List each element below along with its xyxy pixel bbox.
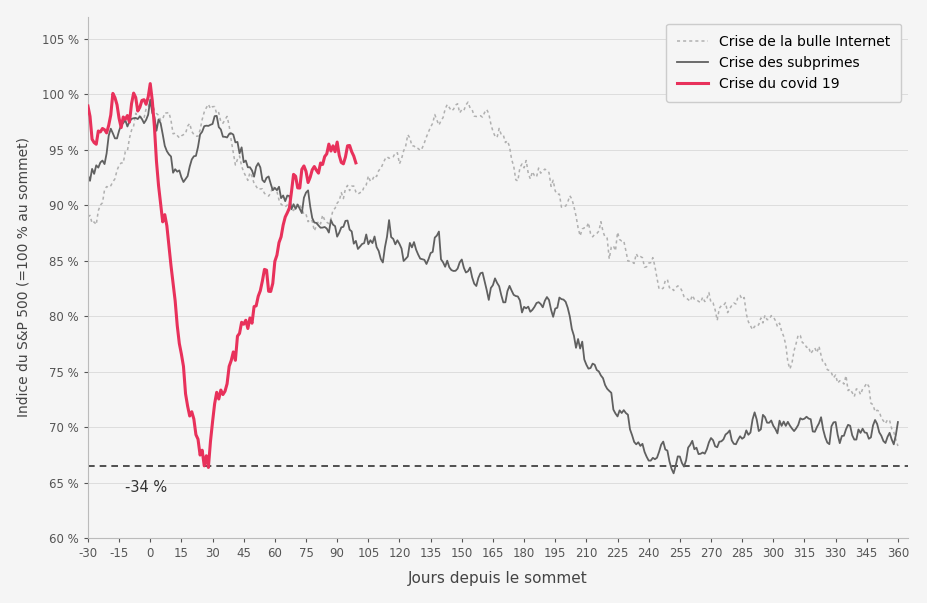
Crise des subprimes [893,418,904,426]
Crise de la bulle Internet [844,385,856,393]
Crise du covid 19 [145,80,156,87]
Crise de la bulle Internet [83,213,94,221]
Crise de la bulle Internet [794,332,806,339]
Crise de la bulle Internet [893,443,904,450]
Crise du covid 19 [263,288,274,295]
Crise du covid 19 [350,159,362,166]
Line: Crise de la bulle Internet: Crise de la bulle Internet [88,102,898,446]
Crise de la bulle Internet [759,312,770,319]
Crise de la bulle Internet [145,98,156,106]
Crise des subprimes [846,432,857,439]
Legend: Crise de la bulle Internet, Crise des subprimes, Crise du covid 19: Crise de la bulle Internet, Crise des su… [667,24,901,102]
Crise des subprimes [761,419,772,426]
Crise des subprimes [610,410,621,417]
Crise du covid 19 [284,204,295,212]
Line: Crise du covid 19: Crise du covid 19 [88,84,356,467]
Crise du covid 19 [198,463,210,470]
Crise des subprimes [342,217,353,224]
Crise de la bulle Internet [342,182,353,189]
Crise de la bulle Internet [265,189,276,197]
Y-axis label: Indice du S&P 500 (=100 % au sommet): Indice du S&P 500 (=100 % au sommet) [17,137,31,417]
Crise des subprimes [265,180,276,188]
Line: Crise des subprimes: Crise des subprimes [88,99,898,473]
Crise des subprimes [145,96,156,103]
Crise du covid 19 [203,464,214,471]
Crise du covid 19 [83,103,94,110]
Crise des subprimes [668,470,679,477]
Crise du covid 19 [225,357,236,364]
Crise du covid 19 [158,218,169,226]
Crise de la bulle Internet [610,247,621,254]
Crise des subprimes [797,416,808,423]
Crise du covid 19 [297,166,308,173]
Crise des subprimes [83,171,94,178]
Text: -34 %: -34 % [125,479,168,494]
X-axis label: Jours depuis le sommet: Jours depuis le sommet [408,571,588,586]
